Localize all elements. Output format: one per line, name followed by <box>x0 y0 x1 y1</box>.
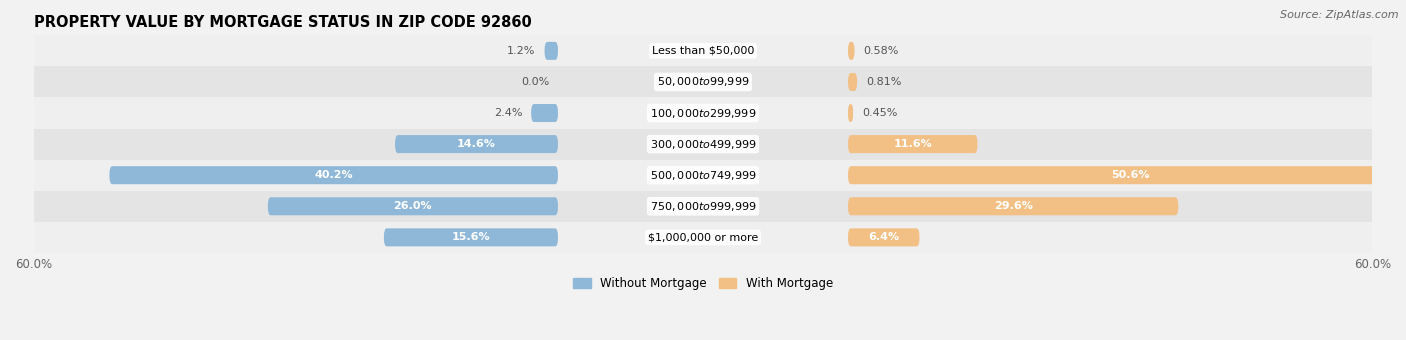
Text: PROPERTY VALUE BY MORTGAGE STATUS IN ZIP CODE 92860: PROPERTY VALUE BY MORTGAGE STATUS IN ZIP… <box>34 15 531 30</box>
Text: Source: ZipAtlas.com: Source: ZipAtlas.com <box>1281 10 1399 20</box>
Text: 1.2%: 1.2% <box>508 46 536 56</box>
FancyBboxPatch shape <box>848 42 855 60</box>
Bar <box>34 160 1372 191</box>
FancyBboxPatch shape <box>544 42 558 60</box>
Text: $750,000 to $999,999: $750,000 to $999,999 <box>650 200 756 213</box>
Text: 15.6%: 15.6% <box>451 232 491 242</box>
Text: $100,000 to $299,999: $100,000 to $299,999 <box>650 106 756 120</box>
Text: 0.58%: 0.58% <box>863 46 898 56</box>
FancyBboxPatch shape <box>848 104 853 122</box>
FancyBboxPatch shape <box>110 166 558 184</box>
FancyBboxPatch shape <box>848 135 977 153</box>
Bar <box>34 191 1372 222</box>
Bar <box>34 35 1372 66</box>
Text: $50,000 to $99,999: $50,000 to $99,999 <box>657 75 749 88</box>
Text: 6.4%: 6.4% <box>868 232 900 242</box>
FancyBboxPatch shape <box>848 228 920 246</box>
Text: 0.81%: 0.81% <box>866 77 901 87</box>
FancyBboxPatch shape <box>395 135 558 153</box>
Text: 26.0%: 26.0% <box>394 201 432 211</box>
Text: Less than $50,000: Less than $50,000 <box>652 46 754 56</box>
Text: $1,000,000 or more: $1,000,000 or more <box>648 232 758 242</box>
Bar <box>34 98 1372 129</box>
Text: 0.0%: 0.0% <box>520 77 548 87</box>
Bar <box>34 222 1372 253</box>
FancyBboxPatch shape <box>848 73 858 91</box>
Text: 29.6%: 29.6% <box>994 201 1032 211</box>
Legend: Without Mortgage, With Mortgage: Without Mortgage, With Mortgage <box>568 272 838 295</box>
Text: $300,000 to $499,999: $300,000 to $499,999 <box>650 138 756 151</box>
FancyBboxPatch shape <box>531 104 558 122</box>
FancyBboxPatch shape <box>269 197 558 215</box>
Text: 2.4%: 2.4% <box>494 108 522 118</box>
FancyBboxPatch shape <box>848 166 1406 184</box>
Bar <box>34 66 1372 98</box>
FancyBboxPatch shape <box>384 228 558 246</box>
Bar <box>34 129 1372 160</box>
Text: 11.6%: 11.6% <box>893 139 932 149</box>
Text: 40.2%: 40.2% <box>315 170 353 180</box>
Text: 50.6%: 50.6% <box>1111 170 1150 180</box>
Text: 14.6%: 14.6% <box>457 139 496 149</box>
FancyBboxPatch shape <box>848 197 1178 215</box>
Text: $500,000 to $749,999: $500,000 to $749,999 <box>650 169 756 182</box>
Text: 0.45%: 0.45% <box>862 108 897 118</box>
